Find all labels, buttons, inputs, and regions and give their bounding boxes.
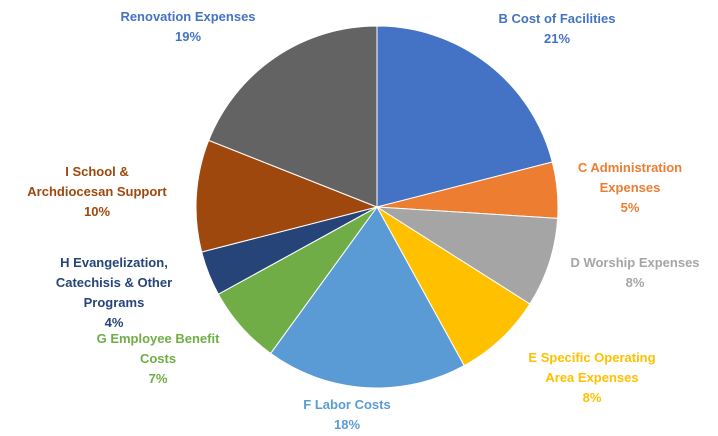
category-label: C Administration Expenses — [577, 160, 683, 195]
category-label: H Evangelization, Catechisis & Other Pro… — [55, 255, 173, 310]
category-label: Renovation Expenses — [120, 9, 256, 24]
value-label: 18% — [333, 417, 361, 432]
slice-label: B Cost of Facilities 21% — [457, 9, 657, 49]
value-label: 10% — [83, 204, 111, 219]
value-label: 7% — [148, 371, 168, 386]
pie-slice — [208, 25, 378, 208]
category-label: E Specific Operating Area Expenses — [528, 350, 656, 385]
value-label: 8% — [625, 275, 645, 290]
pie-slice — [376, 206, 531, 367]
slice-label: I School & Archdiocesan Support 10% — [21, 162, 173, 222]
pie-slice — [269, 206, 465, 389]
category-label: I School & Archdiocesan Support — [27, 164, 167, 199]
category-label: D Worship Expenses — [570, 255, 700, 270]
category-label: B Cost of Facilities — [498, 11, 616, 26]
slice-label: H Evangelization, Catechisis & Other Pro… — [44, 253, 184, 333]
pie-slice — [376, 206, 559, 305]
slice-label: E Specific Operating Area Expenses 8% — [517, 348, 667, 408]
value-label: 4% — [104, 315, 124, 330]
slice-label: C Administration Expenses 5% — [560, 158, 700, 218]
value-label: 19% — [174, 29, 202, 44]
slice-label: Renovation Expenses 19% — [88, 7, 288, 47]
pie-slice — [376, 25, 553, 208]
category-label: G Employee Benefit Costs — [96, 331, 220, 366]
slice-label: D Worship Expenses 8% — [535, 253, 718, 293]
value-label: 5% — [620, 200, 640, 215]
value-label: 8% — [582, 390, 602, 405]
slice-label: F Labor Costs 18% — [247, 395, 447, 435]
pie-slice — [195, 139, 379, 253]
slice-label: G Employee Benefit Costs 7% — [83, 329, 233, 389]
value-label: 21% — [543, 31, 571, 46]
category-label: F Labor Costs — [303, 397, 391, 412]
